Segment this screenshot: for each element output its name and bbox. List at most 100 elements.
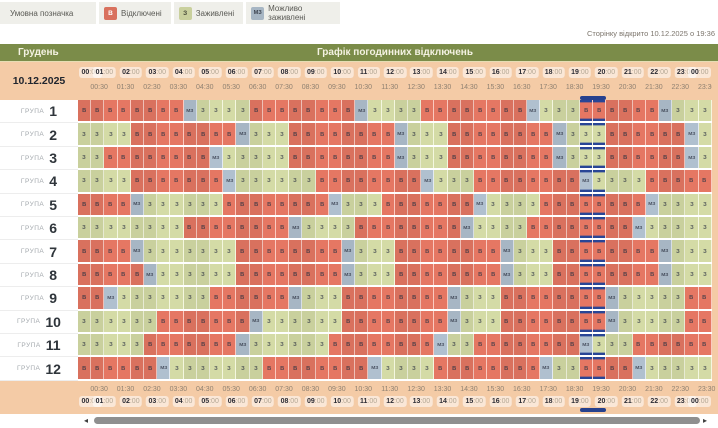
scrollbar-thumb[interactable] <box>94 417 700 424</box>
schedule-cell: З <box>91 170 105 192</box>
schedule-cell: З <box>289 170 303 192</box>
hour-label: 10:00 <box>330 67 354 78</box>
schedule-cell: В <box>157 310 171 333</box>
schedule-cell: В <box>553 263 567 286</box>
schedule-cell: В <box>394 334 409 356</box>
schedule-cell: В <box>249 100 263 122</box>
schedule-cell: В <box>236 193 250 216</box>
schedule-cell: З <box>196 263 211 286</box>
half-hour-label: 23:30 <box>697 84 716 91</box>
schedule-cell: В <box>249 217 263 239</box>
schedule-cell: З <box>196 193 211 216</box>
schedule-cell: МЗ <box>632 357 646 379</box>
group-cells: В В В В В МЗ З З З З З З В В В В В В В В МЗ З З З В В В В В В В В МЗ З З З В… <box>78 263 712 286</box>
schedule-cell: З <box>223 263 237 286</box>
hour-label: 15:00 <box>462 67 486 78</box>
schedule-cell: З <box>566 100 580 122</box>
schedule-cell: В <box>394 263 409 286</box>
schedule-cell: З <box>276 170 290 192</box>
schedule-cell: З <box>355 193 369 216</box>
hour-label: 02:00 <box>119 67 143 78</box>
schedule-cell: З <box>144 287 158 309</box>
schedule-cell: З <box>513 240 527 262</box>
schedule-cell: З <box>394 100 409 122</box>
schedule-cell: З <box>236 357 250 379</box>
hour-label: 00:00 <box>688 67 711 78</box>
scroll-right-arrow-icon[interactable]: ▸ <box>703 416 708 425</box>
schedule-cell: В <box>408 310 422 333</box>
hour-label: 15:00 <box>462 396 486 407</box>
schedule-cell: В <box>526 357 541 379</box>
scroll-left-arrow-icon[interactable]: ◂ <box>84 416 89 425</box>
group-label: ГРУПА 7 <box>0 240 78 264</box>
group-row: ГРУПА 8 В В В В В МЗ З З З З З З В В В В В В В В МЗ З З З В В В В В В В В… <box>0 263 712 288</box>
schedule-cell: МЗ <box>658 240 673 262</box>
half-hour-label: 15:30 <box>486 386 505 393</box>
schedule-cell: В <box>302 193 316 216</box>
schedule-cell: В <box>223 334 237 356</box>
schedule-cell: В <box>566 170 580 192</box>
schedule-cell: В <box>606 123 620 145</box>
schedule-cell: З <box>434 123 448 145</box>
schedule-cell: В <box>632 334 646 356</box>
schedule-cell: З <box>698 146 712 169</box>
schedule-cell: В <box>672 170 686 192</box>
group-label: ГРУПА 1 <box>0 100 78 124</box>
schedule-cell: В <box>540 123 554 145</box>
schedule-cell: З <box>276 146 290 169</box>
schedule-cell: З <box>249 146 263 169</box>
schedule-cell: З <box>210 357 224 379</box>
schedule-cell: З <box>421 123 435 145</box>
schedule-cell: З <box>223 100 237 122</box>
group-cells: В В В В МЗ З З З З З З З В В В В В В В В МЗ З З З В В В В В В В В МЗ З З З В… <box>78 240 712 262</box>
schedule-cell: В <box>553 193 567 216</box>
schedule-cell: З <box>408 357 422 379</box>
group-label-prefix: ГРУПА <box>20 271 45 279</box>
half-hour-labels-top: 00:30 01:30 02:30 03:30 04:30 05:30 06:30 07:30… <box>78 83 715 93</box>
group-number: 5 <box>49 196 58 213</box>
schedule-cell: В <box>474 100 488 122</box>
schedule-cell: В <box>223 217 237 239</box>
schedule-cell: В <box>540 334 554 356</box>
schedule-cell: В <box>210 217 224 239</box>
schedule-cell: В <box>342 310 356 333</box>
schedule-cell: З <box>487 287 501 309</box>
group-row: ГРУПА 5 В В В В МЗ З З З З З З В В В В В В В В МЗ З З З В В В В В В В МЗ… <box>0 193 712 218</box>
schedule-cell: В <box>685 170 699 192</box>
time-footer: 00:30 01:30 02:30 03:30 04:30 05:30 06:30 07:30… <box>0 381 718 414</box>
hour-label: 10:00 <box>330 396 354 407</box>
schedule-cell: МЗ <box>394 123 409 145</box>
schedule-cell: В <box>91 240 105 262</box>
schedule-cell: В <box>645 170 659 192</box>
hour-label: 14:00 <box>436 67 460 78</box>
schedule-cell: В <box>421 263 435 286</box>
schedule-cell: З <box>553 357 567 379</box>
schedule-cell: З <box>144 240 158 262</box>
schedule-cell: В <box>223 287 237 309</box>
half-hour-label: 23:30 <box>697 386 716 393</box>
schedule-cell: В <box>315 240 329 262</box>
schedule-cell: З <box>645 310 659 333</box>
schedule-cell: МЗ <box>394 146 409 169</box>
schedule-cell: З <box>487 217 501 239</box>
schedule-cell: В <box>144 123 158 145</box>
group-row: ГРУПА 3 З З В В В В В В В В МЗ З З З З З В В В В В В В В МЗ З З З В В В В… <box>0 146 712 171</box>
schedule-cell: МЗ <box>526 100 541 122</box>
schedule-cell: З <box>672 357 686 379</box>
schedule-cell: В <box>434 357 448 379</box>
schedule-cell: МЗ <box>447 287 461 309</box>
group-label-prefix: ГРУПА <box>20 131 45 139</box>
schedule-cell: З <box>223 146 237 169</box>
schedule-cell: В <box>355 170 369 192</box>
schedule-cell: В <box>645 123 659 145</box>
schedule-cell: В <box>157 334 171 356</box>
schedule-cell: В <box>276 217 290 239</box>
schedule-cell: В <box>513 100 527 122</box>
schedule-cell: В <box>78 287 92 309</box>
legend-item: З Заживлені <box>170 2 243 24</box>
schedule-cell: В <box>619 357 633 379</box>
hour-label: 19:00 <box>568 396 592 407</box>
schedule-cell: В <box>342 357 356 379</box>
schedule-cell: В <box>157 100 171 122</box>
schedule-cell: В <box>487 146 501 169</box>
